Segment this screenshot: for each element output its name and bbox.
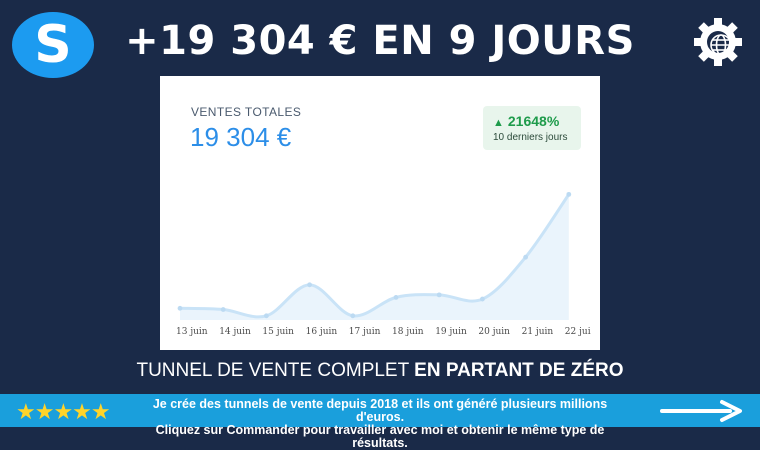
banner-title-normal: TUNNEL DE VENTE COMPLET	[136, 360, 415, 381]
growth-period: 10 derniers jours	[493, 132, 568, 143]
x-tick-label: 14 juin	[219, 327, 251, 337]
x-tick-label: 15 juin	[262, 327, 294, 337]
rating-stars-icon: ★★★★★	[16, 399, 111, 424]
cta-text: Je crée des tunnels de vente depuis 2018…	[130, 398, 630, 450]
chart-point	[566, 191, 572, 197]
chart-point	[350, 313, 356, 319]
cta-line-1: Je crée des tunnels de vente depuis 2018…	[152, 397, 608, 424]
chart-point	[220, 307, 226, 312]
chart-point	[523, 254, 528, 260]
cta-line-2: Cliquez sur Commander pour travailler av…	[130, 424, 630, 450]
cta-bar[interactable]: ★★★★★ Je crée des tunnels de vente depui…	[0, 394, 760, 450]
gear-globe-icon	[694, 18, 742, 66]
chart-point	[393, 294, 399, 300]
cta-commander[interactable]: Commander	[226, 423, 300, 437]
cta-line-2a: Cliquez sur	[155, 423, 227, 437]
logo-s-glyph: S	[34, 15, 72, 75]
growth-badge: ▲ 21648% 10 derniers jours	[483, 106, 581, 150]
growth-percent: ▲ 21648%	[493, 113, 559, 129]
x-tick-label: 16 juin	[306, 327, 338, 337]
arrow-up-icon: ▲	[493, 117, 504, 129]
total-sales-label: VENTES TOTALES	[191, 105, 302, 119]
total-sales-value: 19 304 €	[190, 122, 292, 152]
x-tick-label: 18 juin	[392, 327, 424, 337]
cta-line-2c: pour travailler avec moi et obtenir le m…	[299, 423, 605, 450]
brand-logo-icon: S	[12, 12, 94, 78]
arrow-right-icon[interactable]	[660, 399, 744, 423]
x-tick-label: 21 juin	[522, 327, 554, 337]
x-tick-label: 20 juin	[478, 327, 510, 337]
page-title: +19 304 € EN 9 JOURS	[125, 18, 635, 64]
chart-point	[436, 292, 442, 298]
growth-percent-value: 21648%	[507, 113, 560, 129]
chart-point	[480, 296, 485, 302]
x-tick-label: 22 jui	[565, 327, 591, 337]
chart-point	[307, 282, 312, 288]
sales-card: VENTES TOTALES 19 304 € ▲ 21648% 10 derni…	[160, 76, 600, 350]
x-tick-label: 13 juin	[176, 327, 208, 337]
x-tick-label: 19 juin	[435, 327, 467, 337]
chart-point	[177, 305, 183, 311]
banner-title-bold: EN PARTANT DE ZÉRO	[414, 360, 624, 381]
sales-chart: 13 juin 14 juin 15 juin 16 juin 17 juin 18 ju…	[176, 191, 591, 337]
chart-area-fill	[180, 194, 569, 320]
banner-title: TUNNEL DE VENTE COMPLET EN PARTANT DE ZÉ…	[0, 360, 760, 382]
chart-series-line	[179, 193, 571, 319]
chart-point	[264, 313, 269, 319]
x-tick-label: 17 juin	[349, 327, 381, 337]
